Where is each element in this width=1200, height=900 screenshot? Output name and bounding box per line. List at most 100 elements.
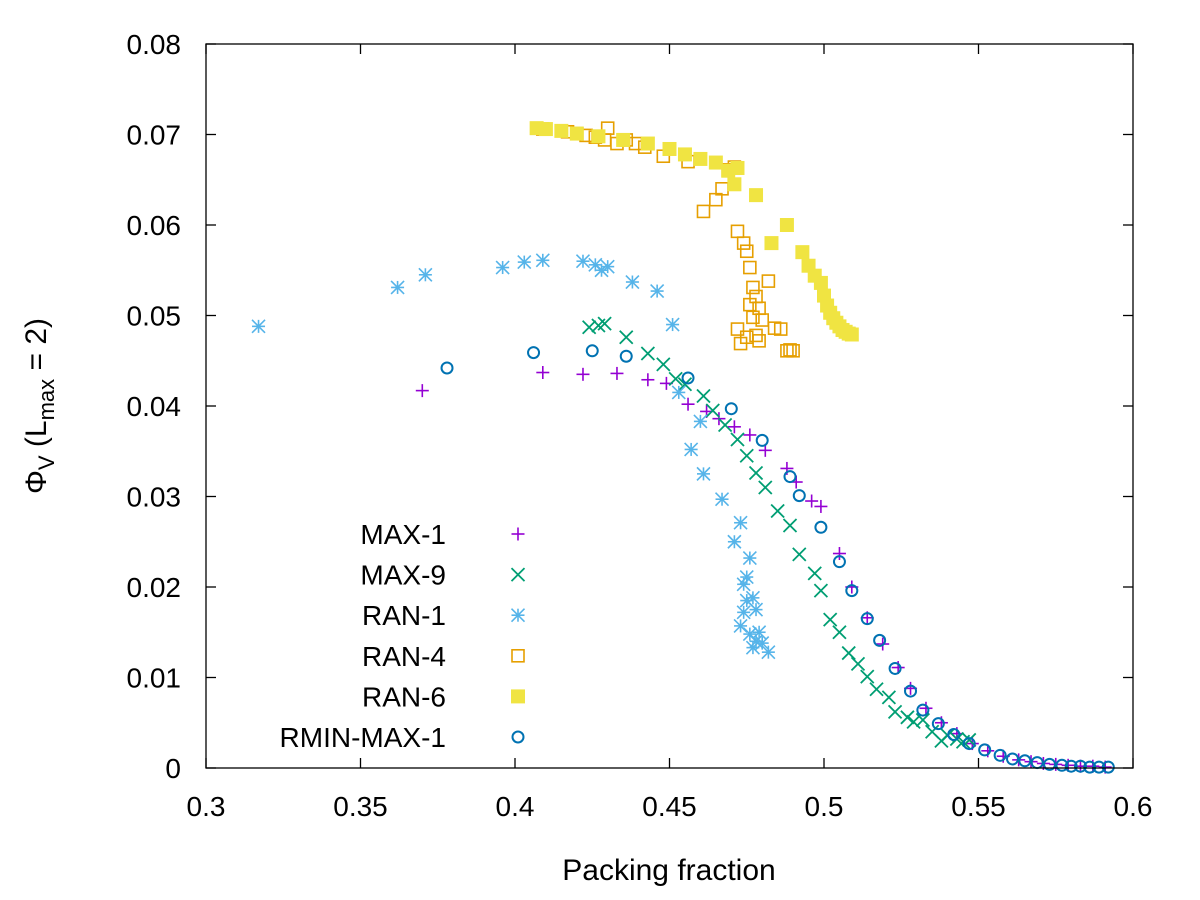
x-tick-label: 0.3 [187, 791, 226, 822]
data-point [538, 122, 553, 137]
data-point [569, 126, 584, 141]
data-point [251, 319, 266, 334]
data-point [730, 322, 745, 336]
data-point [770, 503, 785, 519]
data-point [850, 656, 866, 672]
data-point [783, 470, 797, 484]
data-point [814, 520, 828, 534]
data-point [739, 244, 754, 259]
data-point [440, 361, 454, 375]
data-point [591, 129, 606, 144]
data-point [517, 255, 532, 270]
data-point [748, 465, 764, 481]
data-point [1073, 759, 1087, 773]
data-point [916, 703, 930, 717]
data-point [736, 605, 751, 620]
data-point [773, 322, 788, 336]
y-axis: 0 0.01 0.02 0.03 0.04 0.05 0.06 0.07 0.08 [127, 29, 1133, 784]
data-point [807, 566, 822, 581]
data-point [919, 701, 933, 715]
data-point [536, 366, 550, 380]
y-tick-label: 0.01 [127, 663, 182, 694]
data-point [736, 236, 751, 250]
data-point [575, 254, 591, 269]
y-axis-title-symbol: Φ [20, 470, 53, 494]
data-point [625, 274, 640, 290]
x-tick-label: 0.6 [1114, 791, 1153, 822]
legend-label: MAX-1 [360, 519, 446, 550]
data-point [742, 550, 757, 566]
data-point [962, 737, 976, 751]
data-point [832, 547, 846, 561]
data-point [696, 388, 711, 404]
x-axis-title: Packing fraction [562, 854, 775, 887]
data-point [415, 384, 429, 398]
x-tick-label: 0.45 [642, 791, 697, 822]
data-point [761, 645, 776, 660]
data-point [739, 569, 754, 585]
data-point [527, 346, 541, 360]
series-ran-1 [251, 253, 776, 660]
data-point [640, 346, 656, 361]
data-point [782, 518, 798, 533]
data-point [535, 253, 550, 268]
legend-marker [511, 527, 525, 541]
data-point [813, 275, 828, 290]
data-point [684, 442, 699, 457]
data-point [597, 316, 612, 331]
legend-label: RMIN-MAX-1 [280, 722, 446, 753]
data-point [887, 704, 903, 720]
series-ran-6 [529, 121, 859, 342]
data-point [873, 633, 887, 647]
data-point [869, 682, 884, 697]
data-point [844, 327, 859, 342]
legend-label: RAN-1 [362, 600, 446, 631]
series-rmin-max-1 [440, 344, 1115, 774]
data-point [610, 366, 624, 380]
data-point [495, 260, 510, 275]
legend-label: MAX-9 [360, 560, 446, 591]
x-tick-label: 0.5 [805, 791, 844, 822]
data-point [696, 204, 711, 219]
x-tick-label: 0.4 [496, 791, 535, 822]
data-point [681, 397, 695, 411]
data-point [743, 428, 757, 442]
data-point [783, 343, 797, 357]
legend-marker [511, 730, 525, 744]
data-point [746, 280, 760, 295]
data-point [665, 317, 680, 332]
data-point [832, 555, 846, 569]
data-point [845, 584, 859, 598]
y-tick-label: 0.06 [127, 210, 182, 241]
legend: MAX-1 MAX-9 RAN-1 RAN-4 RAN-6 RMIN-MAX-1 [280, 519, 526, 753]
y-axis-title: ΦV (Lmax = 2) [20, 318, 59, 494]
data-point [681, 371, 695, 385]
data-point [792, 547, 807, 562]
y-tick-label: 0 [165, 753, 181, 784]
legend-marker [511, 689, 525, 704]
data-point [739, 593, 754, 608]
data-point [978, 743, 992, 757]
data-point [1083, 760, 1097, 774]
data-point [600, 259, 615, 274]
legend-marker [510, 608, 526, 623]
data-point [823, 612, 838, 627]
x-tick-label: 0.55 [951, 791, 1006, 822]
y-axis-title-paren-close: = 2) [20, 318, 53, 379]
data-point [1064, 759, 1078, 773]
data-point [714, 492, 730, 507]
data-point [708, 155, 723, 170]
data-point [805, 494, 819, 508]
legend-marker [510, 567, 526, 582]
data-point [585, 344, 599, 358]
plot-points [251, 121, 1115, 774]
data-point [832, 625, 847, 640]
data-point [860, 669, 875, 684]
data-point [915, 712, 931, 728]
y-tick-label: 0.05 [127, 301, 182, 332]
data-point [904, 684, 918, 698]
data-point [814, 499, 828, 513]
data-point [758, 480, 773, 495]
data-point [779, 218, 794, 232]
